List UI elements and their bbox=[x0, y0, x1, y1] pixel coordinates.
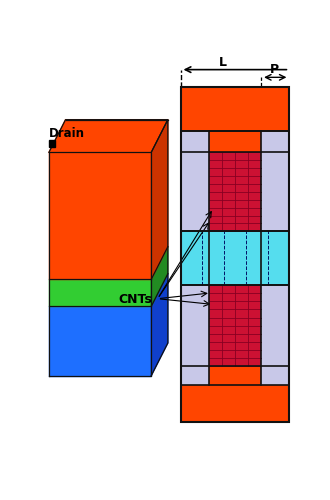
Bar bbox=[261, 285, 289, 366]
Bar bbox=[209, 152, 261, 232]
Text: L: L bbox=[219, 56, 227, 69]
Bar bbox=[181, 87, 289, 422]
Polygon shape bbox=[151, 274, 168, 376]
Polygon shape bbox=[49, 152, 151, 280]
Polygon shape bbox=[151, 120, 168, 280]
Polygon shape bbox=[49, 306, 151, 376]
Bar bbox=[261, 131, 289, 152]
Polygon shape bbox=[49, 280, 151, 306]
Bar bbox=[49, 140, 55, 146]
Bar bbox=[181, 131, 209, 152]
Bar bbox=[181, 232, 289, 285]
Bar bbox=[209, 285, 261, 366]
Text: P: P bbox=[270, 64, 279, 76]
Bar bbox=[181, 366, 209, 386]
Polygon shape bbox=[49, 120, 168, 152]
Bar bbox=[261, 152, 289, 232]
Bar bbox=[181, 285, 209, 366]
Bar bbox=[181, 386, 289, 422]
Text: CNTs: CNTs bbox=[118, 292, 152, 306]
Bar bbox=[181, 87, 289, 131]
Bar bbox=[261, 366, 289, 386]
Bar bbox=[209, 366, 261, 386]
Text: Drain: Drain bbox=[49, 127, 85, 140]
Bar bbox=[209, 131, 261, 152]
Bar bbox=[181, 152, 209, 232]
Polygon shape bbox=[151, 246, 168, 306]
